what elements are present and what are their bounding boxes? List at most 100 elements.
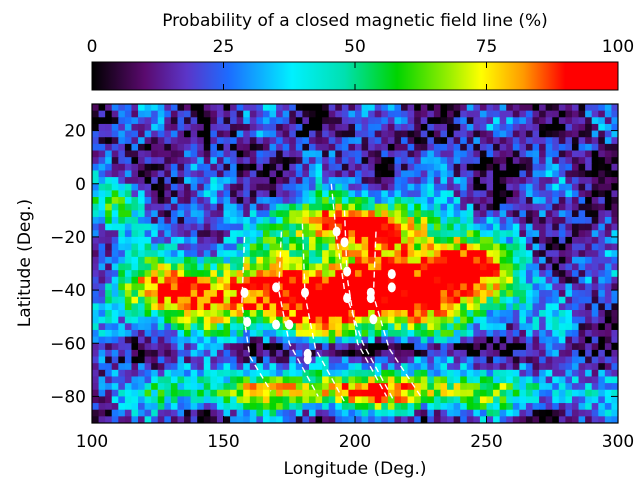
heatmap-cell bbox=[256, 270, 264, 278]
heatmap-cell bbox=[604, 409, 613, 417]
heatmap-cell bbox=[262, 143, 271, 152]
heatmap-cell bbox=[92, 263, 100, 271]
heatmap-cell bbox=[565, 369, 573, 378]
heatmap-cell bbox=[315, 376, 323, 384]
heatmap-cell bbox=[604, 323, 613, 331]
heatmap-cell bbox=[322, 123, 330, 132]
heatmap-cell bbox=[111, 416, 119, 423]
heatmap-cell bbox=[433, 223, 442, 231]
heatmap-cell bbox=[519, 150, 527, 158]
heatmap-cell bbox=[604, 170, 613, 178]
heatmap-cell bbox=[203, 243, 211, 251]
heatmap-cell bbox=[611, 396, 618, 404]
heatmap-cell bbox=[111, 216, 119, 225]
heatmap-cell bbox=[585, 150, 593, 158]
heatmap-cell bbox=[381, 123, 389, 132]
heatmap-cell bbox=[177, 177, 185, 185]
heatmap-cell bbox=[302, 256, 310, 265]
heatmap-cell bbox=[138, 137, 146, 145]
heatmap-cell bbox=[315, 197, 323, 205]
heatmap-cell bbox=[611, 270, 618, 278]
heatmap-cell bbox=[138, 236, 146, 245]
heatmap-cell bbox=[308, 104, 317, 112]
heatmap-cell bbox=[105, 363, 113, 371]
heatmap-cell bbox=[512, 223, 520, 231]
heatmap-cell bbox=[177, 290, 185, 298]
heatmap-cell bbox=[525, 383, 534, 391]
heatmap-cell bbox=[92, 230, 100, 238]
heatmap-cell bbox=[170, 356, 179, 364]
heatmap-cell bbox=[499, 403, 507, 411]
heatmap-cell bbox=[486, 263, 494, 271]
heatmap-cell bbox=[230, 256, 238, 265]
heatmap-cell bbox=[216, 369, 225, 378]
heatmap-cell bbox=[295, 110, 304, 118]
heatmap-cell bbox=[571, 137, 580, 145]
heatmap-cell bbox=[525, 197, 534, 205]
heatmap-cell bbox=[532, 216, 540, 225]
heatmap-cell bbox=[473, 363, 481, 371]
heatmap-cell bbox=[243, 369, 251, 378]
heatmap-cell bbox=[184, 369, 192, 378]
heatmap-cell bbox=[295, 316, 304, 324]
heatmap-cell bbox=[427, 236, 435, 245]
heatmap-cell bbox=[539, 110, 547, 118]
heatmap-cell bbox=[118, 409, 126, 417]
heatmap-cell bbox=[308, 396, 317, 404]
heatmap-cell bbox=[433, 183, 442, 191]
heatmap-cell bbox=[210, 203, 218, 211]
heatmap-cell bbox=[466, 163, 474, 172]
heatmap-cell bbox=[525, 203, 534, 211]
heatmap-cell bbox=[203, 137, 211, 145]
heatmap-cell bbox=[407, 316, 415, 324]
heatmap-cell bbox=[571, 403, 580, 411]
heatmap-cell bbox=[387, 290, 396, 298]
heatmap-cell bbox=[387, 243, 396, 251]
heatmap-cell bbox=[322, 110, 330, 118]
heatmap-cell bbox=[407, 216, 415, 225]
heatmap-cell bbox=[361, 104, 369, 112]
heatmap-cell bbox=[427, 117, 435, 125]
heatmap-cell bbox=[453, 197, 461, 205]
heatmap-cell bbox=[308, 323, 317, 331]
heatmap-cell bbox=[144, 210, 152, 218]
heatmap-cell bbox=[519, 409, 527, 417]
heatmap-cell bbox=[210, 316, 218, 324]
heatmap-cell bbox=[368, 110, 376, 118]
heatmap-cell bbox=[381, 336, 389, 344]
heatmap-cell bbox=[407, 163, 415, 172]
heatmap-cell bbox=[315, 409, 323, 417]
heatmap-cell bbox=[177, 303, 185, 311]
heatmap-cell bbox=[565, 409, 573, 417]
heatmap-cell bbox=[236, 396, 244, 404]
heatmap-cell bbox=[361, 190, 369, 198]
heatmap-cell bbox=[131, 123, 139, 132]
heatmap-cell bbox=[440, 403, 448, 411]
heatmap-cell bbox=[440, 349, 448, 358]
heatmap-cell bbox=[440, 270, 448, 278]
heatmap-cell bbox=[223, 197, 231, 205]
heatmap-cell bbox=[249, 190, 257, 198]
heatmap-cell bbox=[295, 190, 304, 198]
heatmap-cell bbox=[466, 203, 474, 211]
heatmap-cell bbox=[335, 137, 343, 145]
heatmap-cell bbox=[611, 383, 618, 391]
heatmap-cell bbox=[197, 190, 205, 198]
heatmap-cell bbox=[144, 216, 152, 225]
heatmap-cell bbox=[236, 376, 244, 384]
heatmap-cell bbox=[519, 256, 527, 265]
heatmap-cell bbox=[604, 117, 613, 125]
heatmap-cell bbox=[532, 177, 540, 185]
heatmap-cell bbox=[591, 130, 599, 138]
heatmap-cell bbox=[552, 243, 560, 251]
heatmap-cell bbox=[249, 396, 257, 404]
heatmap-cell bbox=[177, 403, 185, 411]
heatmap-cell bbox=[262, 170, 271, 178]
heatmap-cell bbox=[302, 157, 310, 165]
heatmap-cell bbox=[401, 349, 409, 358]
heatmap-cell bbox=[440, 203, 448, 211]
heatmap-cell bbox=[138, 416, 146, 423]
heatmap-cell bbox=[453, 256, 461, 265]
heatmap-cell bbox=[394, 163, 402, 172]
heatmap-cell bbox=[124, 137, 133, 145]
